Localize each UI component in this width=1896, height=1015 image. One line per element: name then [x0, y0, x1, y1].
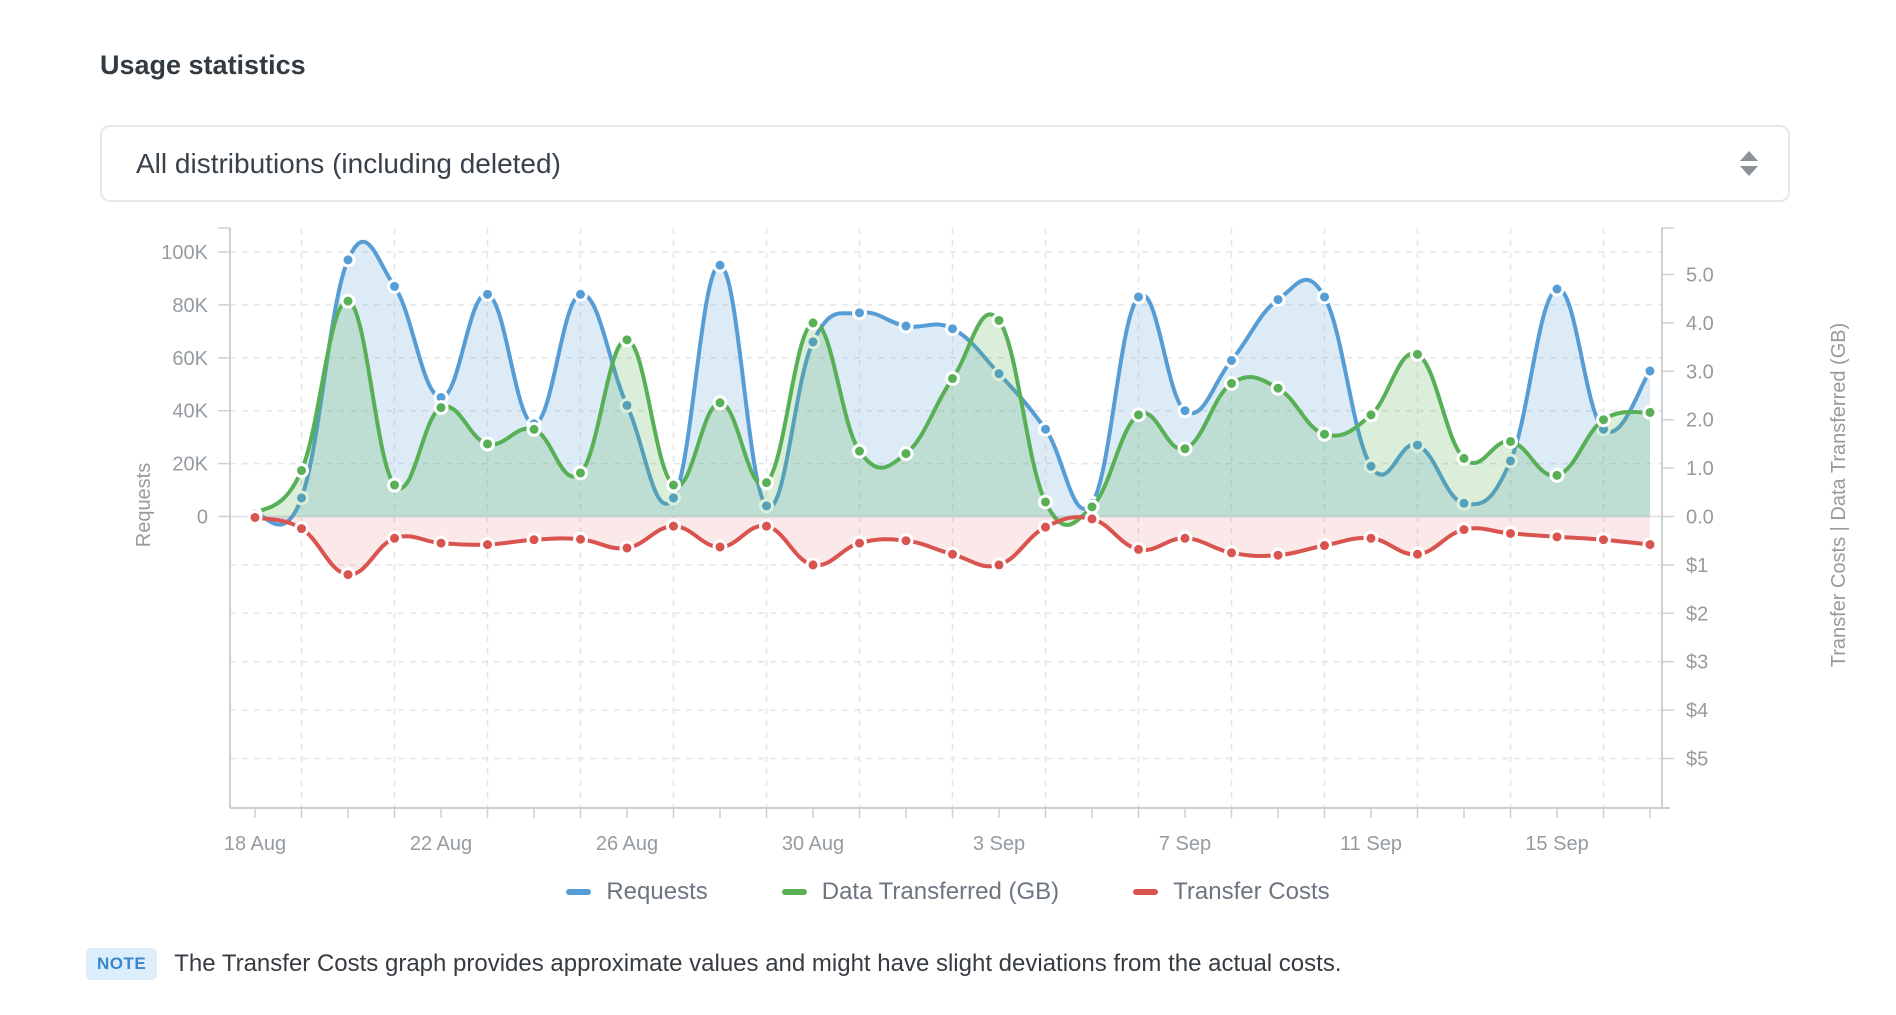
legend-item-transfer-costs[interactable]: Transfer Costs	[1133, 878, 1330, 906]
distribution-select[interactable]: All distributions (including deleted)	[100, 125, 1790, 202]
svg-text:26 Aug: 26 Aug	[596, 833, 658, 855]
svg-text:100K: 100K	[161, 242, 208, 264]
svg-text:0.0: 0.0	[1686, 507, 1714, 529]
svg-text:$4: $4	[1686, 700, 1708, 722]
svg-text:11 Sep: 11 Sep	[1340, 833, 1402, 855]
svg-text:4.0: 4.0	[1686, 313, 1714, 335]
svg-text:30 Aug: 30 Aug	[782, 833, 844, 855]
data-transferred-dash-icon	[781, 889, 807, 895]
svg-text:40K: 40K	[172, 401, 208, 423]
note-text: The Transfer Costs graph provides approx…	[174, 950, 1342, 977]
note-badge: NOTE	[86, 948, 158, 980]
select-arrows-icon	[1740, 151, 1758, 176]
legend-item-data-transferred[interactable]: Data Transferred (GB)	[781, 878, 1059, 906]
svg-text:0: 0	[197, 507, 208, 529]
svg-text:22 Aug: 22 Aug	[410, 833, 472, 855]
svg-text:Requests: Requests	[133, 463, 155, 548]
svg-text:60K: 60K	[172, 348, 208, 370]
svg-text:7 Sep: 7 Sep	[1159, 833, 1211, 855]
svg-text:5.0: 5.0	[1686, 265, 1714, 287]
svg-text:2.0: 2.0	[1686, 410, 1714, 432]
transfer-costs-dash-icon	[1133, 889, 1159, 895]
legend-item-requests[interactable]: Requests	[566, 878, 708, 906]
svg-text:20K: 20K	[172, 454, 208, 476]
page-title: Usage statistics	[100, 50, 306, 80]
svg-text:Transfer Costs | Data Transfer: Transfer Costs | Data Transferred (GB)	[1828, 323, 1850, 668]
svg-text:3 Sep: 3 Sep	[973, 833, 1025, 855]
note-row: NOTE The Transfer Costs graph provides a…	[86, 948, 1342, 980]
svg-text:3.0: 3.0	[1686, 361, 1714, 383]
svg-text:$2: $2	[1686, 603, 1708, 625]
svg-text:18 Aug: 18 Aug	[224, 833, 286, 855]
svg-text:$5: $5	[1686, 749, 1708, 771]
requests-dash-icon	[566, 889, 592, 895]
chart-legend: Requests Data Transferred (GB) Transfer …	[0, 878, 1896, 906]
svg-text:80K: 80K	[172, 295, 208, 317]
svg-text:$3: $3	[1686, 652, 1708, 674]
svg-text:1.0: 1.0	[1686, 458, 1714, 480]
distribution-select-value: All distributions (including deleted)	[136, 147, 561, 179]
svg-text:15 Sep: 15 Sep	[1525, 833, 1588, 855]
svg-text:$1: $1	[1686, 555, 1708, 577]
